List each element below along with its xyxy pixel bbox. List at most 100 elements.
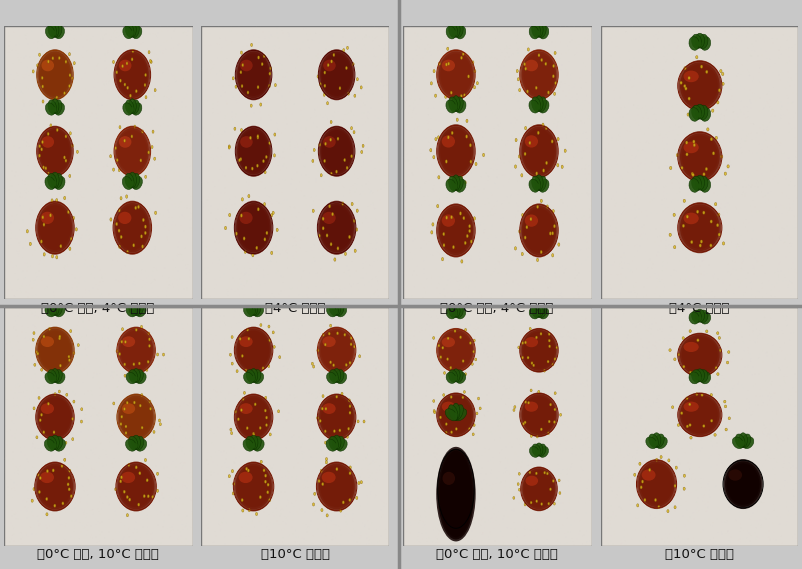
- Point: [107, 180, 120, 189]
- Point: [74, 334, 87, 343]
- Point: [743, 85, 755, 94]
- Point: [528, 65, 541, 75]
- Ellipse shape: [54, 393, 56, 395]
- Point: [28, 52, 41, 61]
- Point: [115, 373, 128, 382]
- Point: [768, 177, 780, 186]
- Point: [325, 509, 338, 518]
- Point: [5, 217, 18, 226]
- Point: [577, 366, 590, 375]
- Point: [649, 224, 662, 233]
- Point: [0, 77, 13, 86]
- Point: [622, 345, 634, 354]
- Point: [362, 382, 375, 391]
- Point: [612, 325, 625, 334]
- Ellipse shape: [322, 217, 324, 220]
- Point: [697, 44, 710, 53]
- Point: [742, 318, 755, 327]
- Point: [658, 366, 670, 375]
- Point: [318, 462, 331, 471]
- Point: [116, 523, 129, 533]
- Point: [648, 337, 661, 347]
- Point: [293, 311, 306, 320]
- Ellipse shape: [715, 101, 718, 104]
- Ellipse shape: [136, 439, 147, 451]
- Point: [642, 452, 655, 461]
- Point: [55, 345, 68, 354]
- Ellipse shape: [260, 324, 261, 327]
- Point: [771, 322, 784, 331]
- Point: [334, 26, 346, 35]
- Point: [531, 435, 544, 444]
- Point: [368, 392, 381, 401]
- Point: [80, 226, 93, 235]
- Point: [119, 360, 132, 369]
- Point: [622, 338, 634, 347]
- Point: [310, 355, 323, 364]
- Point: [155, 23, 168, 32]
- Point: [458, 343, 471, 352]
- Ellipse shape: [46, 339, 64, 362]
- Point: [88, 75, 101, 84]
- Point: [772, 365, 785, 374]
- Point: [234, 332, 247, 341]
- Point: [14, 79, 26, 88]
- Point: [553, 428, 566, 438]
- Point: [136, 448, 149, 457]
- Ellipse shape: [737, 478, 747, 490]
- Point: [310, 89, 322, 98]
- Point: [459, 156, 472, 165]
- Point: [673, 468, 686, 477]
- Point: [149, 541, 162, 550]
- Point: [736, 290, 749, 299]
- Point: [184, 473, 197, 482]
- Point: [751, 320, 764, 329]
- Point: [621, 451, 634, 460]
- Point: [634, 490, 647, 500]
- Point: [559, 39, 572, 48]
- Point: [316, 474, 329, 483]
- Point: [775, 539, 788, 548]
- Point: [533, 272, 545, 281]
- Point: [629, 96, 642, 105]
- Point: [172, 443, 185, 452]
- Point: [765, 465, 778, 474]
- Point: [136, 519, 148, 528]
- Point: [322, 438, 335, 447]
- Point: [618, 81, 631, 90]
- Point: [630, 292, 642, 302]
- Point: [751, 476, 764, 485]
- Point: [22, 364, 35, 373]
- Point: [430, 192, 443, 201]
- Point: [756, 110, 769, 119]
- Point: [22, 457, 34, 467]
- Point: [492, 251, 504, 261]
- Point: [68, 50, 81, 59]
- Point: [47, 68, 60, 77]
- Ellipse shape: [41, 399, 69, 435]
- Point: [438, 234, 451, 243]
- Point: [521, 77, 534, 86]
- Point: [336, 328, 349, 337]
- Point: [209, 215, 222, 224]
- Point: [755, 333, 768, 342]
- Point: [257, 307, 269, 316]
- Point: [629, 350, 642, 359]
- Point: [759, 476, 772, 485]
- Point: [298, 476, 311, 485]
- Point: [768, 196, 781, 205]
- Point: [508, 449, 520, 458]
- Point: [451, 170, 464, 179]
- Point: [373, 195, 386, 204]
- Point: [447, 170, 460, 179]
- Ellipse shape: [324, 335, 349, 366]
- Point: [529, 30, 542, 39]
- Point: [9, 171, 22, 180]
- Point: [57, 322, 70, 331]
- Point: [646, 119, 658, 128]
- Point: [674, 240, 687, 249]
- Point: [460, 270, 472, 279]
- Point: [658, 242, 671, 251]
- Point: [499, 463, 512, 472]
- Point: [507, 383, 520, 392]
